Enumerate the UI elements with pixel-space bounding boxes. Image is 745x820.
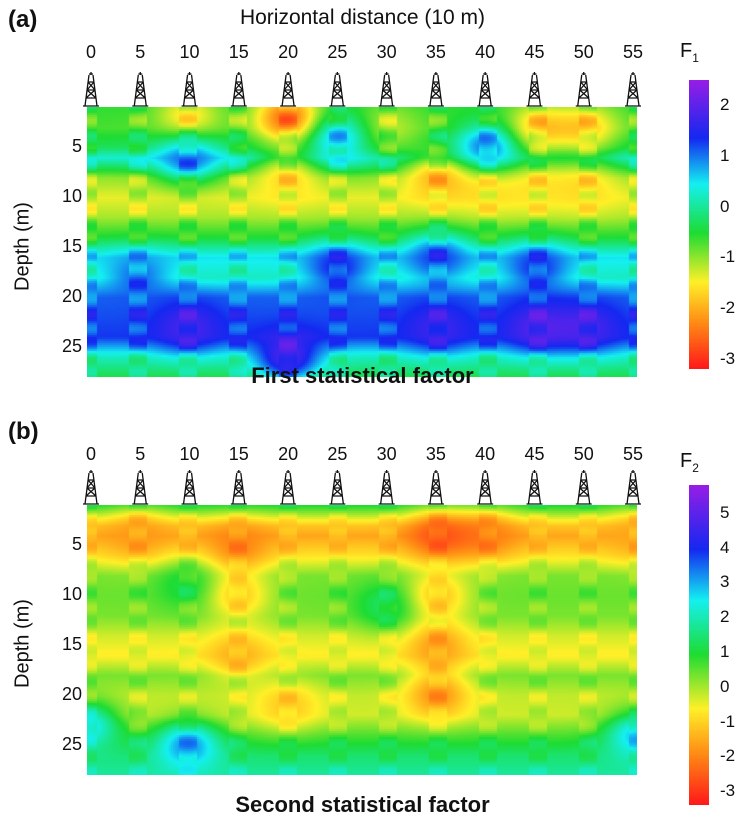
colorbar-tick-label: 1 [720, 146, 730, 166]
x-tick-label: 25 [327, 444, 348, 464]
y-tick-label: 5 [71, 136, 82, 156]
x-tick-label: 20 [278, 444, 299, 464]
colorbar-tick-label: -2 [720, 746, 736, 766]
well-rig-icon [378, 470, 395, 505]
well-rig-icon [181, 470, 198, 505]
x-tick-label: 50 [573, 42, 594, 62]
well-rig-icon [181, 72, 198, 107]
well-rig-icon [230, 72, 247, 107]
x-tick-label: 20 [278, 42, 299, 62]
panel-a-x-ticks: 0 5 10 15 20 25 30 35 40 45 50 55 [0, 0, 745, 80]
well-rig-icon [280, 470, 297, 505]
well-rig-icon [83, 470, 99, 505]
colorbar-tick-label: 4 [720, 537, 730, 557]
x-tick-label: 35 [425, 444, 446, 464]
well-rig-icon [427, 470, 444, 505]
colorbar-tick-label: 0 [720, 676, 730, 696]
y-tick-label: 10 [61, 584, 82, 604]
well-rig-icon [329, 72, 346, 107]
panel-a-wells [83, 72, 641, 107]
x-tick-label: 35 [425, 42, 446, 62]
x-tick-label: 45 [524, 444, 545, 464]
x-tick-label: 30 [376, 444, 397, 464]
x-tick-label: 45 [524, 42, 545, 62]
x-tick-label: 25 [327, 42, 348, 62]
x-tick-label: 0 [85, 42, 96, 62]
colorbar-tick-label: -3 [720, 348, 736, 368]
well-rig-icon [280, 72, 297, 107]
x-tick-label: 0 [85, 444, 96, 464]
panel-b-colorbar [689, 485, 709, 805]
y-tick-label: 5 [71, 534, 82, 554]
well-rig-icon [625, 72, 641, 107]
panel-a-label: (a) [8, 6, 38, 33]
x-tick-label: 50 [573, 444, 594, 464]
panel-a: (a) Horizontal distance (10 m) 0 5 10 15 20 2… [0, 0, 745, 388]
y-tick-label: 25 [61, 734, 82, 754]
well-rig-icon [625, 470, 641, 505]
well-rig-icon [526, 72, 543, 107]
panel-b-heatmap [87, 505, 637, 775]
y-tick-label: 20 [61, 286, 82, 306]
panel-b-colorbar-title: F2 [680, 450, 699, 475]
x-tick-label: 30 [376, 42, 397, 62]
well-rig-icon [230, 470, 247, 505]
well-rig-icon [575, 72, 592, 107]
well-rig-icon [427, 72, 444, 107]
well-rig-icon [575, 470, 592, 505]
x-tick-label: 55 [622, 444, 644, 464]
panel-a-x-axis-title: Horizontal distance (10 m) [239, 6, 486, 29]
x-tick-label: 5 [135, 42, 146, 62]
y-tick-label: 10 [61, 186, 82, 206]
colorbar-tick-label: 1 [720, 641, 730, 661]
colorbar-tick-label: 0 [720, 196, 730, 216]
panel-a-colorbar-title: F1 [680, 40, 699, 65]
panel-a-heatmap [87, 107, 637, 377]
panel-a-colorbar [689, 80, 709, 369]
panel-b: (b) 0 5 10 15 20 25 30 35 40 45 50 55 Depth (m) 5 10… [0, 410, 745, 820]
y-tick-label: 20 [61, 684, 82, 704]
panel-a-title: First statistical factor [251, 363, 474, 388]
x-tick-label: 15 [228, 42, 249, 62]
colorbar-tick-label: 3 [720, 572, 730, 592]
panel-b-title: Second statistical factor [235, 792, 490, 817]
well-rig-icon [329, 470, 346, 505]
colorbar-tick-label: -3 [720, 781, 736, 801]
x-tick-label: 40 [475, 42, 496, 62]
colorbar-tick-label: -1 [720, 247, 736, 267]
well-rig-icon [477, 470, 494, 505]
panel-b-x-ticks: 0 5 10 15 20 25 30 35 40 45 50 55 [0, 410, 745, 490]
x-tick-label: 15 [228, 444, 249, 464]
colorbar-tick-label: 2 [720, 95, 730, 115]
x-tick-label: 55 [622, 42, 644, 62]
well-rig-icon [132, 72, 149, 107]
well-rig-icon [378, 72, 395, 107]
colorbar-tick-label: 2 [720, 607, 730, 627]
panel-a-y-axis-title: Depth (m) [11, 202, 34, 291]
well-rig-icon [477, 72, 494, 107]
x-tick-label: 10 [179, 42, 200, 62]
x-tick-label: 10 [179, 444, 200, 464]
x-tick-label: 5 [135, 444, 146, 464]
colorbar-tick-label: 5 [720, 502, 730, 522]
panel-b-label: (b) [8, 418, 39, 445]
colorbar-tick-label: -1 [720, 711, 736, 731]
well-rig-icon [526, 470, 543, 505]
panel-b-wells [83, 470, 641, 505]
well-rig-icon [83, 72, 99, 107]
y-tick-label: 25 [61, 336, 82, 356]
panel-b-y-axis-title: Depth (m) [11, 599, 34, 688]
colorbar-tick-label: -2 [720, 298, 736, 318]
x-tick-label: 40 [475, 444, 496, 464]
y-tick-label: 15 [61, 634, 82, 654]
y-tick-label: 15 [61, 236, 82, 256]
well-rig-icon [132, 470, 149, 505]
